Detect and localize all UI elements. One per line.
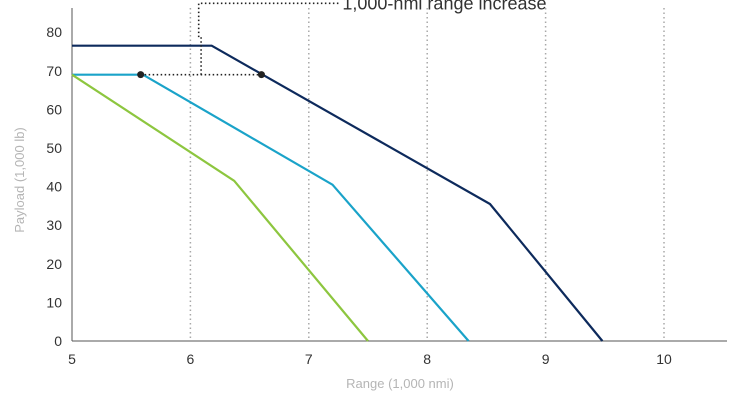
y-tick-label-70: 70: [46, 63, 62, 79]
y-tick-label-40: 40: [46, 179, 62, 195]
y-tick-label-0: 0: [54, 333, 62, 349]
x-tick-label-8: 8: [423, 351, 431, 367]
series-line-3: [71, 73, 369, 342]
y-axis-title: Payload (1,000 lb): [12, 127, 27, 233]
annotation-end-point: [257, 71, 265, 79]
x-tick-label-7: 7: [305, 351, 313, 367]
x-tick-label-10: 10: [656, 351, 672, 367]
annotation: 1,000-nmi range increase: [137, 0, 547, 79]
annotation-start-point: [137, 71, 145, 79]
x-tick-label-5: 5: [68, 351, 76, 367]
annotation-label: 1,000-nmi range increase: [342, 0, 546, 13]
y-tick-label-30: 30: [46, 217, 62, 233]
annotation-leader-line: [197, 2, 339, 75]
series-lines: [71, 44, 604, 342]
y-tick-label-10: 10: [46, 294, 62, 310]
x-tick-label-9: 9: [542, 351, 550, 367]
tick-labels: 5 6 7 8 9 10 0 10 20 30 40 50 60 70 80: [46, 24, 672, 367]
series-line-1: [72, 44, 604, 342]
y-tick-label-60: 60: [46, 101, 62, 117]
x-tick-label-6: 6: [187, 351, 195, 367]
x-axis-title: Range (1,000 nmi): [346, 376, 454, 391]
y-tick-label-20: 20: [46, 256, 62, 272]
y-tick-label-80: 80: [46, 24, 62, 40]
series-line-2: [72, 73, 470, 342]
axes: [71, 8, 727, 342]
grid: [189, 8, 665, 341]
y-tick-label-50: 50: [46, 140, 62, 156]
